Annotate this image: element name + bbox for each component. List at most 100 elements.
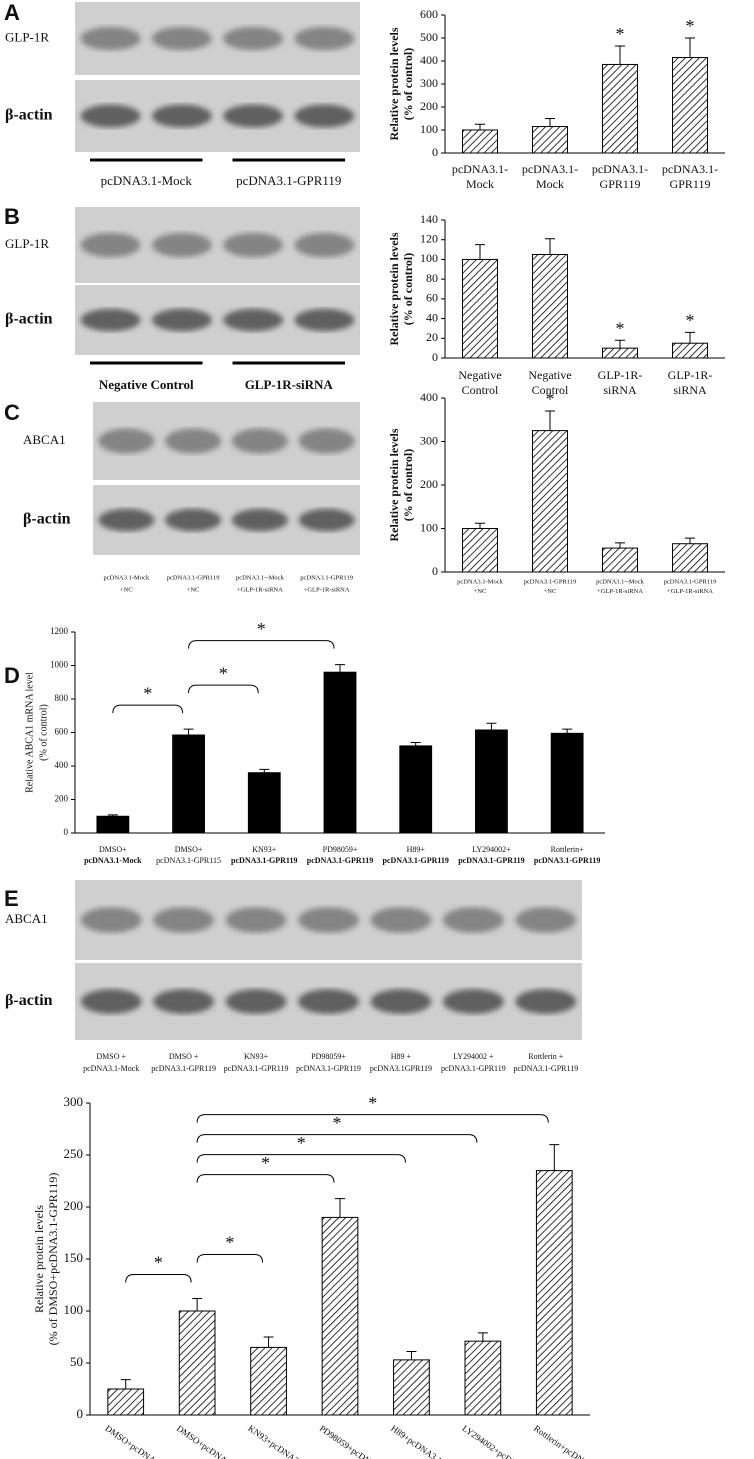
comparison-bracket: [196, 1254, 264, 1263]
lane-label: pcDNA3.1--Mock: [236, 574, 285, 581]
comparison-bracket: [196, 1174, 335, 1183]
error-bar: [549, 1144, 560, 1171]
y-tick-label: 200: [64, 1198, 84, 1213]
error-bar: [263, 1336, 274, 1348]
y-axis-label: (% of control): [401, 253, 415, 325]
x-tick-label: pcDNA3.1-GPR119: [524, 578, 577, 585]
y-tick-label: 600: [55, 727, 69, 737]
panel-letter: E: [4, 886, 19, 911]
lane-label: KN93+: [244, 1052, 269, 1061]
bar: [462, 129, 498, 154]
blot-band: [80, 308, 141, 332]
x-tick-label: Rottlerin+pcDNA3.1-GPR119: [532, 1423, 628, 1459]
x-tick-label: Negative: [528, 368, 571, 382]
bar: [602, 63, 638, 154]
y-axis-label: Relative ABCA1 mRNA level: [24, 672, 35, 793]
bar: [247, 772, 281, 834]
error-bar: [335, 1198, 345, 1218]
comparison-label: *: [219, 663, 228, 683]
blot-band: [151, 308, 212, 332]
bar: [475, 729, 508, 834]
x-tick-label: DMSO+: [175, 845, 203, 854]
comparison-label: *: [143, 683, 152, 703]
comparison-label: *: [257, 619, 266, 639]
x-tick-label: pcDNA3.1-GPR119: [382, 856, 448, 865]
x-tick-label: pcDNA3.1-GPR119: [231, 856, 297, 865]
error-bar: [475, 123, 485, 130]
y-axis-label: (% of control): [401, 449, 415, 521]
bar: [250, 1346, 287, 1416]
bar: [550, 732, 584, 834]
blot-band: [153, 907, 215, 933]
group-label: Negative Control: [99, 377, 194, 392]
blot-band: [370, 989, 432, 1014]
comparison-label: *: [225, 1233, 234, 1253]
blot-band: [294, 232, 355, 258]
y-tick-label: 100: [420, 520, 438, 534]
blot-band: [80, 232, 141, 258]
y-tick-label: 1200: [50, 626, 69, 636]
group-label: pcDNA3.1-Mock: [101, 173, 193, 188]
blot-band: [80, 989, 142, 1014]
blot-row-label: β-actin: [5, 992, 53, 1009]
x-tick-label: GPR119: [600, 177, 641, 191]
comparison-bracket: [196, 1154, 406, 1163]
y-tick-label: 100: [64, 1302, 84, 1317]
panel-letter: D: [4, 663, 20, 688]
bar: [602, 547, 638, 573]
x-tick-label: pcDNA3.1-GPR119: [664, 578, 717, 585]
blot-band: [80, 26, 141, 51]
error-bar: [615, 45, 625, 65]
y-tick-label: 200: [420, 477, 438, 491]
blot-band: [165, 428, 222, 454]
x-tick-label: pcDNA3.1-Mock: [457, 578, 503, 585]
y-tick-label: 200: [55, 794, 69, 804]
error-bar: [192, 1298, 203, 1311]
y-tick-label: 0: [432, 350, 438, 364]
lane-label: DMSO +: [96, 1052, 126, 1061]
significance-mark: *: [616, 318, 625, 338]
panel-letter: A: [4, 0, 20, 25]
y-tick-label: 50: [70, 1354, 83, 1369]
error-bar: [410, 742, 421, 746]
x-tick-label: H89+: [407, 845, 426, 854]
error-bar: [120, 1379, 131, 1389]
lane-label: Rottlerin +: [528, 1052, 563, 1061]
blot-band: [151, 104, 212, 128]
blot-band: [231, 508, 288, 532]
lane-label: DMSO +: [169, 1052, 199, 1061]
y-tick-label: 150: [64, 1250, 84, 1265]
comparison-label: *: [333, 1113, 342, 1133]
lane-label: pcDNA3.1-GPR119: [167, 574, 220, 581]
y-axis-label: Relative protein levels: [387, 232, 401, 345]
blot-band: [223, 26, 284, 51]
blot-band: [165, 508, 222, 532]
x-tick-label: GPR119: [670, 177, 711, 191]
x-tick-label: PD98059+: [323, 845, 358, 854]
y-tick-label: 0: [432, 564, 438, 578]
lane-label: LY294002 +: [453, 1052, 494, 1061]
blot-row-label: GLP-1R: [5, 236, 49, 251]
x-tick-label: LY294002+: [472, 845, 511, 854]
x-tick-label: GLP-1R-: [668, 368, 713, 382]
panel-letter: C: [4, 400, 20, 425]
lane-label: pcDNA3.1-Mock: [83, 1064, 139, 1073]
x-tick-label: DMSO+: [99, 845, 127, 854]
blot-band: [98, 508, 155, 532]
x-tick-label: Control: [462, 383, 499, 397]
error-bar: [107, 814, 118, 817]
y-tick-label: 60: [426, 291, 438, 305]
comparison-label: *: [368, 1093, 377, 1113]
y-tick-label: 20: [426, 330, 438, 344]
x-tick-label: Mock: [466, 177, 494, 191]
y-axis-label: Relative protein levels: [387, 27, 401, 140]
error-bar: [685, 37, 695, 58]
blot-row-label: β-actin: [5, 311, 53, 328]
x-tick-label: +NC: [474, 588, 487, 595]
lane-label: pcDNA3.1-GPR119: [296, 1064, 361, 1073]
y-tick-label: 300: [420, 76, 438, 90]
bar: [532, 126, 568, 154]
x-tick-label: KN93+: [252, 845, 277, 854]
blot-band: [442, 907, 504, 933]
